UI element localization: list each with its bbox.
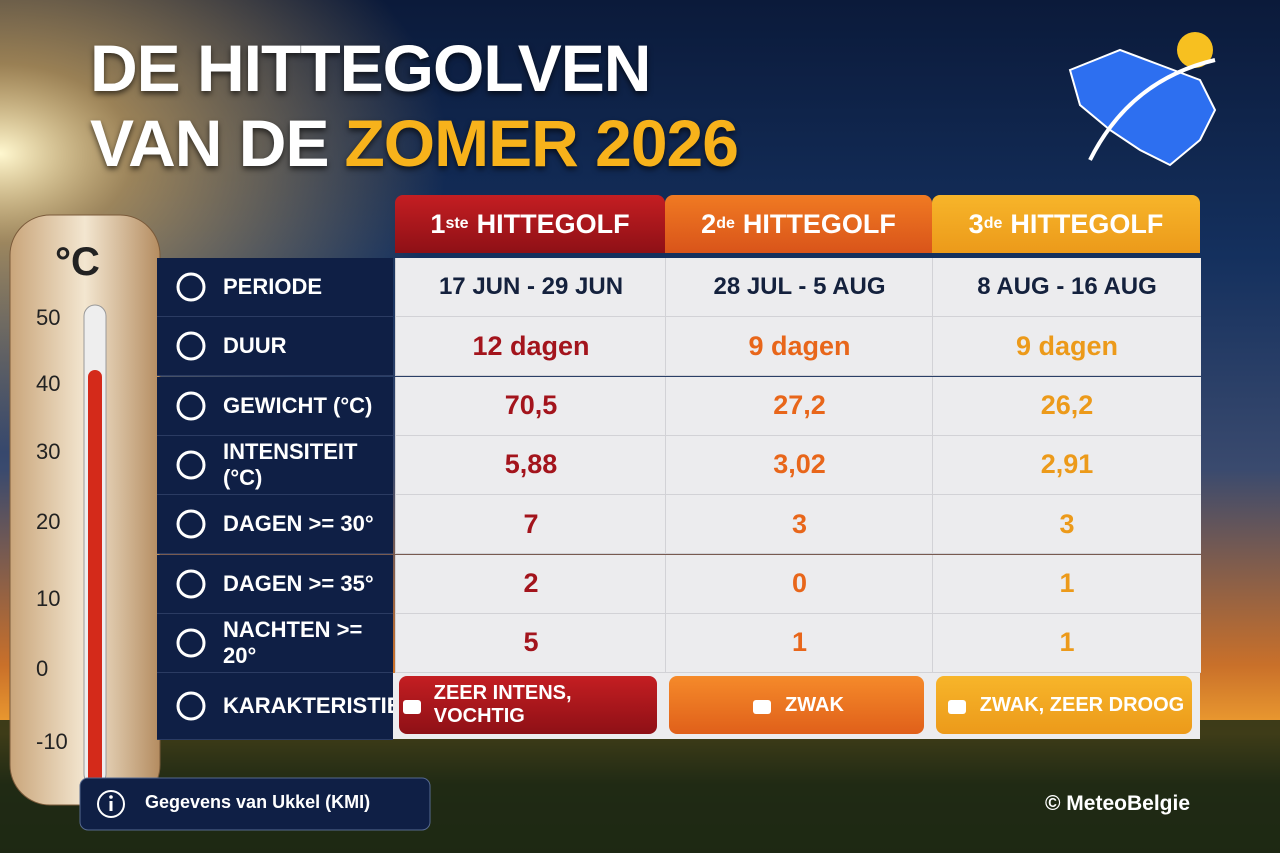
scale-label: 0 bbox=[36, 656, 49, 681]
cell: 1 bbox=[932, 554, 1201, 614]
row-label: DAGEN >= 35° bbox=[157, 554, 393, 614]
header-label: HITTEGOLF bbox=[1010, 208, 1164, 239]
cell: 3 bbox=[665, 495, 933, 555]
scale-label: 40 bbox=[36, 371, 61, 396]
cell: 3,02 bbox=[665, 435, 933, 495]
header-number: 1 bbox=[430, 208, 446, 239]
scale-label: 50 bbox=[36, 305, 61, 330]
badge-icon bbox=[753, 700, 772, 715]
header-number: 2 bbox=[701, 208, 717, 239]
cell: 5,88 bbox=[395, 435, 666, 495]
title-line: DE HITTEGOLVEN bbox=[90, 31, 651, 105]
characteristic-text: ZWAK, ZEER DROOG bbox=[979, 693, 1185, 716]
row-label: INTENSITEIT (°C) bbox=[157, 435, 393, 495]
row-label: DUUR bbox=[157, 317, 393, 377]
cell: 9 dagen bbox=[665, 317, 933, 377]
header-suffix: de bbox=[716, 215, 735, 232]
cell: 2,91 bbox=[932, 435, 1201, 495]
header-label: HITTEGOLF bbox=[476, 208, 630, 239]
header-number: 3 bbox=[968, 208, 984, 239]
row-icon bbox=[176, 569, 206, 598]
cell: 0 bbox=[665, 554, 933, 614]
badge-icon bbox=[947, 700, 966, 715]
column-header: 2 de HITTEGOLF bbox=[665, 195, 932, 253]
cell: 17 JUN - 29 JUN bbox=[395, 258, 666, 317]
title-line: VAN DE ZOMER 2026 bbox=[90, 105, 739, 181]
cell: 12 dagen bbox=[395, 317, 666, 377]
scale-label: 30 bbox=[36, 439, 61, 464]
header-suffix: de bbox=[983, 215, 1003, 232]
row-icon bbox=[176, 691, 206, 721]
cell: 26,2 bbox=[932, 376, 1201, 436]
characteristic-badge: ZEER INTENS, VOCHTIG bbox=[399, 676, 657, 735]
cell: 9 dagen bbox=[932, 317, 1201, 377]
badge-icon bbox=[403, 700, 421, 715]
cell: 2 bbox=[395, 554, 666, 614]
row-label-text: DAGEN >= 35° bbox=[223, 570, 374, 596]
cell: 1 bbox=[665, 613, 933, 673]
cell: 28 JUL - 5 AUG bbox=[665, 258, 933, 317]
characteristic-text: ZWAK bbox=[785, 693, 844, 716]
thermometer-unit: °C bbox=[55, 240, 100, 284]
row-label: PERIODE bbox=[157, 258, 393, 317]
row-label: GEWICHT (°C) bbox=[157, 376, 393, 436]
characteristic-badge: ZWAK, ZEER DROOG bbox=[936, 676, 1192, 735]
scale-label: 20 bbox=[36, 509, 61, 534]
characteristic-text: ZEER INTENS, VOCHTIG bbox=[433, 682, 572, 728]
column-header: 1 ste HITTEGOLF bbox=[395, 195, 665, 253]
row-label-text: DAGEN >= 30° bbox=[223, 511, 374, 537]
row-label: DAGEN >= 30° bbox=[157, 495, 393, 555]
title-highlight: ZOMER 2026 bbox=[344, 106, 738, 180]
row-icon bbox=[176, 509, 206, 539]
characteristic-badge: ZWAK bbox=[669, 676, 924, 735]
row-icon bbox=[176, 331, 206, 361]
row-icon bbox=[176, 450, 206, 480]
row-label-text: KARAKTERISTIEK bbox=[223, 693, 418, 719]
column-header: 3 de HITTEGOLF bbox=[932, 195, 1200, 253]
cell: 8 AUG - 16 AUG bbox=[932, 258, 1201, 317]
row-label-text: PERIODE bbox=[223, 274, 323, 299]
row-label: NACHTEN >= 20° bbox=[157, 613, 393, 673]
row-label-box: KARAKTERISTIEK bbox=[157, 673, 417, 741]
row-label-text: INTENSITEIT (°C) bbox=[223, 438, 358, 490]
cell: 5 bbox=[395, 613, 666, 673]
credit: © MeteoBelgie bbox=[1045, 792, 1191, 815]
cell: 27,2 bbox=[665, 376, 933, 436]
header-suffix: ste bbox=[445, 215, 469, 232]
cell: 70,5 bbox=[395, 376, 666, 436]
row-icon bbox=[176, 391, 206, 421]
scale-label: 10 bbox=[36, 586, 61, 611]
header-label: HITTEGOLF bbox=[742, 208, 896, 239]
row-label-text: NACHTEN >= 20° bbox=[223, 616, 363, 668]
row-label-text: GEWICHT (°C) bbox=[223, 392, 373, 418]
row-icon bbox=[176, 628, 206, 658]
source-note: Gegevens van Ukkel (KMI) bbox=[145, 792, 371, 812]
cell: 3 bbox=[932, 495, 1201, 555]
row-label-text: DUUR bbox=[223, 333, 287, 359]
scale-label: -10 bbox=[36, 729, 68, 754]
cell: 1 bbox=[932, 613, 1201, 673]
title-text: VAN DE bbox=[90, 106, 329, 180]
row-icon bbox=[176, 272, 206, 302]
cell: 7 bbox=[395, 495, 666, 555]
